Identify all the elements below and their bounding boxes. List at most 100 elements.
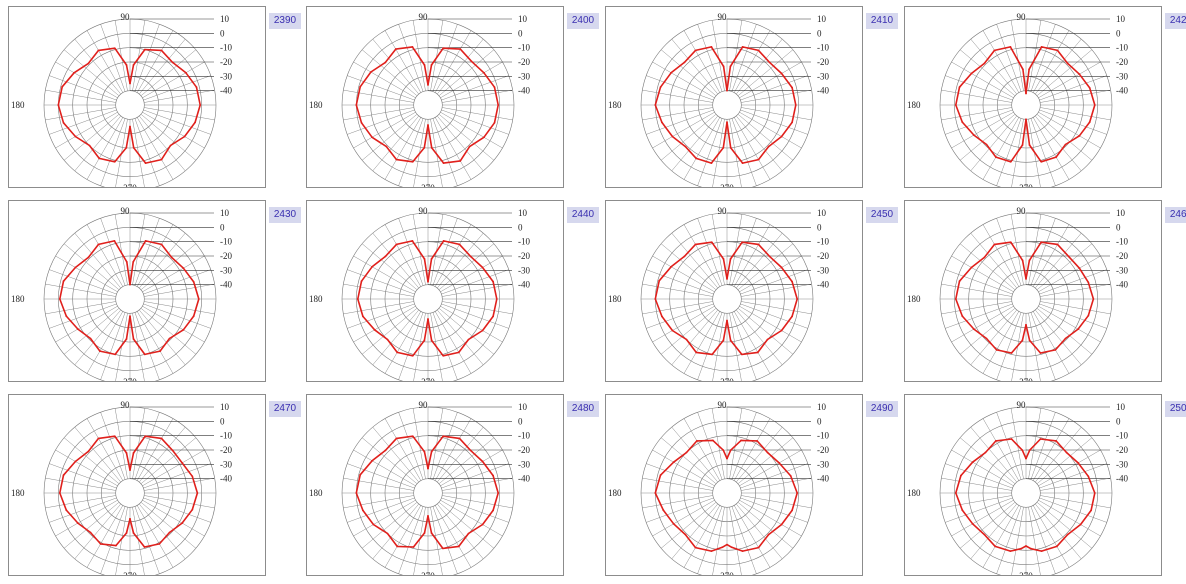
angle-label-180: 180 [11,294,25,304]
grid-spoke [437,426,484,483]
angle-label-270: 270 [421,377,435,381]
grid-spoke [642,283,713,297]
grid-spoke [1039,269,1107,295]
grid-spoke [1028,119,1041,187]
grid-spoke [438,49,495,96]
angle-label-90: 90 [1017,206,1027,216]
angle-label-90: 90 [121,400,131,410]
grid-spoke [982,311,1020,374]
grid-spoke [74,309,121,366]
grid-ring [712,478,742,508]
grid-ring [115,284,145,314]
radiation-pattern-line [654,46,797,164]
grid-spoke [731,412,757,480]
angle-label-90: 90 [121,12,131,22]
radial-tick-label: -30 [518,459,530,469]
frequency-label: 2410 [866,13,898,29]
grid-spoke [86,311,124,374]
grid-spoke [671,38,718,95]
radial-tick-label: -30 [220,71,232,81]
polar-chart-panel: 10 0 -10 -20 -30 -40 90 180 270 2400 [306,6,599,188]
grid-spoke [49,109,117,135]
grid-spoke [372,232,419,289]
radial-tick-label: 0 [1116,416,1121,426]
grid-spoke [736,232,783,289]
grid-spoke [142,449,205,487]
angle-label-180: 180 [11,488,25,498]
polar-chart-panel: 10 0 -10 -20 -30 -40 90 180 270 2410 [605,6,898,188]
grid-spoke [982,117,1020,180]
grid-spoke [63,114,120,161]
grid-spoke [737,49,794,96]
frequency-label: 2400 [567,13,599,29]
grid-spoke [55,305,118,343]
grid-spoke [1032,117,1070,180]
radial-tick-label: -10 [1116,43,1128,53]
grid-spoke [430,507,443,575]
grid-spoke [140,49,197,96]
grid-spoke [729,20,743,91]
grid-spoke [737,308,794,355]
grid-spoke [434,505,472,568]
grid-spoke [1032,505,1070,568]
radial-tick-label: -20 [817,445,829,455]
grid-spoke [114,408,128,479]
grid-spoke [434,418,472,481]
grid-spoke [712,507,725,575]
grid-spoke [970,232,1017,289]
radial-tick-label: -40 [220,86,232,96]
frequency-label: 2450 [866,207,898,223]
grid-spoke [1036,49,1093,96]
grid-spoke [697,312,723,380]
grid-spoke [86,418,124,481]
grid-spoke [736,38,783,95]
grid-spoke [139,232,186,289]
grid-ring [413,478,443,508]
grid-spoke [941,283,1012,297]
grid-spoke [45,283,116,297]
radial-tick-label: 0 [518,416,523,426]
grid-spoke [1011,313,1024,381]
grid-spoke [136,418,174,481]
grid-spoke [45,301,116,315]
grid-spoke [970,426,1017,483]
grid-spoke [1038,449,1101,487]
grid-spoke [412,20,426,91]
radial-tick-label: -20 [220,251,232,261]
grid-spoke [430,214,444,285]
radial-tick-label: 0 [817,28,822,38]
grid-spoke [731,24,757,92]
grid-spoke [438,114,495,161]
grid-spoke [737,437,794,484]
grid-spoke [970,503,1017,560]
grid-spoke [441,109,509,135]
polar-chart-panel: 10 0 -10 -20 -30 -40 90 180 270 2390 [8,6,301,188]
radial-tick-label: -40 [220,474,232,484]
grid-spoke [660,243,717,290]
radial-tick-label: -10 [817,237,829,247]
grid-spoke [63,437,120,484]
angle-label-270: 270 [1019,377,1033,381]
polar-chart-svg: 10 0 -10 -20 -30 -40 90 180 270 [11,206,232,381]
grid-spoke [945,269,1013,295]
grid-spoke [361,114,418,161]
grid-spoke [100,218,126,286]
angle-label-270: 270 [720,377,734,381]
grid-spoke [55,499,118,537]
grid-spoke [951,111,1014,149]
radiation-pattern-line [955,46,1096,163]
grid-spoke [442,477,513,491]
radial-tick-label: -30 [220,459,232,469]
grid-spoke [142,61,205,99]
angle-label-270: 270 [1019,571,1033,575]
grid-spoke [951,255,1014,293]
grid-spoke [996,506,1022,574]
grid-spoke [652,255,715,293]
grid-spoke [959,502,1016,549]
grid-spoke [729,507,742,575]
grid-spoke [74,115,121,172]
grid-spoke [49,497,117,523]
grid-spoke [343,89,414,103]
radial-tick-label: -10 [1116,431,1128,441]
radial-tick-label: 10 [220,14,230,24]
